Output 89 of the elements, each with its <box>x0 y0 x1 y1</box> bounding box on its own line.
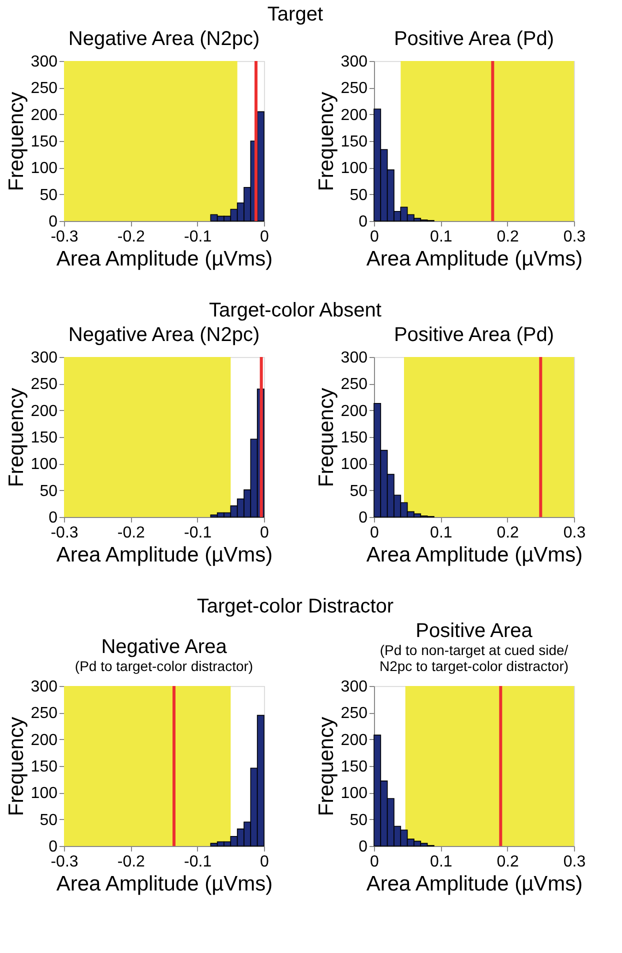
y-tick-label: 300 <box>30 350 58 366</box>
x-tick-label: -0.1 <box>184 228 212 246</box>
y-tick-label: 300 <box>340 350 368 366</box>
y-tick-label: 50 <box>350 482 368 500</box>
x-axis-title: Area Amplitude (µVms) <box>56 248 273 270</box>
y-tick-label: 250 <box>340 705 368 722</box>
y-tick-label: 250 <box>30 80 58 98</box>
text: Target <box>267 4 324 26</box>
y-tick-label: 100 <box>340 785 368 802</box>
y-tick-label: 100 <box>340 456 368 474</box>
chart-title: Positive Area <box>416 620 534 642</box>
x-tick-label: 0 <box>370 228 380 246</box>
y-tick-label: 0 <box>358 214 368 230</box>
x-tick-label: 0.2 <box>496 524 520 542</box>
y-tick-label: 150 <box>340 430 368 446</box>
x-tick-label: -0.1 <box>184 524 212 542</box>
x-tick-label: 0 <box>260 854 270 870</box>
y-tick-label: 50 <box>40 812 58 829</box>
chart-title: Negative Area (N2pc) <box>68 324 260 346</box>
y-axis-title: Frequency <box>314 716 338 816</box>
y-tick-label: 0 <box>358 838 368 856</box>
y-axis-title: Frequency <box>4 716 28 816</box>
y-tick-label: 100 <box>30 456 58 474</box>
y-tick-label: 250 <box>30 705 58 722</box>
x-axis-title: Area Amplitude (µVms) <box>366 248 583 270</box>
y-tick-label: 300 <box>30 54 58 70</box>
x-tick-label: 0 <box>260 228 270 246</box>
x-tick-label: 0.3 <box>563 524 586 542</box>
y-tick-label: 200 <box>30 732 58 749</box>
text: Target-color Absent <box>209 300 382 322</box>
y-tick-label: 250 <box>340 80 368 98</box>
y-tick-label: 150 <box>340 758 368 776</box>
y-tick-label: 300 <box>340 54 368 70</box>
y-tick-label: 50 <box>350 812 368 829</box>
x-tick-label: -0.3 <box>50 854 78 870</box>
y-axis-title: Frequency <box>314 387 338 488</box>
y-tick-label: 300 <box>340 678 368 696</box>
y-tick-label: 200 <box>340 402 368 420</box>
y-tick-label: 300 <box>30 678 58 696</box>
chart-title: Positive Area (Pd) <box>394 28 554 50</box>
y-axis-title: Frequency <box>4 91 28 192</box>
y-tick-label: 150 <box>30 430 58 446</box>
y-tick-label: 100 <box>340 160 368 178</box>
y-tick-label: 150 <box>30 758 58 776</box>
y-tick-label: 0 <box>48 510 58 526</box>
x-tick-label: -0.2 <box>117 524 146 542</box>
y-tick-label: 0 <box>48 214 58 230</box>
x-tick-label: 0 <box>370 524 380 542</box>
y-tick-label: 0 <box>358 510 368 526</box>
x-tick-label: 0.1 <box>430 524 452 542</box>
x-tick-label: 0.1 <box>430 228 452 246</box>
x-tick-label: -0.1 <box>184 854 212 870</box>
x-tick-label: 0.1 <box>430 854 452 870</box>
x-tick-label: -0.2 <box>117 228 146 246</box>
x-tick-label: 0.3 <box>563 228 586 246</box>
chart-subtitle: (Pd to non-target at cued side/ N2pc to target-color distractor) <box>379 642 569 674</box>
chart-title: Negative Area <box>101 636 228 658</box>
y-tick-label: 150 <box>30 134 58 150</box>
y-axis-title: Frequency <box>314 91 338 192</box>
x-axis-title: Area Amplitude (µVms) <box>56 544 273 566</box>
x-tick-label: -0.3 <box>50 228 78 246</box>
y-tick-label: 50 <box>40 186 58 204</box>
x-tick-label: 0.2 <box>496 854 520 870</box>
x-axis-title: Area Amplitude (µVms) <box>366 872 583 896</box>
y-tick-label: 200 <box>340 106 368 124</box>
y-tick-label: 50 <box>350 186 368 204</box>
y-axis-title: Frequency <box>4 387 28 488</box>
x-tick-label: 0 <box>370 854 380 870</box>
x-tick-label: -0.3 <box>50 524 78 542</box>
x-tick-label: 0.2 <box>496 228 520 246</box>
text: Target-color Distractor <box>196 596 394 618</box>
y-tick-label: 200 <box>340 732 368 749</box>
y-tick-label: 150 <box>340 134 368 150</box>
chart-subtitle: (Pd to target-color distractor) <box>74 658 254 674</box>
chart-title: Negative Area (N2pc) <box>68 28 260 50</box>
x-tick-label: -0.2 <box>117 854 146 870</box>
y-tick-label: 250 <box>30 376 58 394</box>
x-tick-label: 0 <box>260 524 270 542</box>
y-tick-label: 50 <box>40 482 58 500</box>
x-axis-title: Area Amplitude (µVms) <box>366 544 583 566</box>
x-tick-label: 0.3 <box>563 854 586 870</box>
y-tick-label: 100 <box>30 160 58 178</box>
x-axis-title: Area Amplitude (µVms) <box>56 872 273 896</box>
y-tick-label: 0 <box>48 838 58 856</box>
y-tick-label: 200 <box>30 402 58 420</box>
y-tick-label: 200 <box>30 106 58 124</box>
y-tick-label: 100 <box>30 785 58 802</box>
chart-title: Positive Area (Pd) <box>394 324 554 346</box>
y-tick-label: 250 <box>340 376 368 394</box>
